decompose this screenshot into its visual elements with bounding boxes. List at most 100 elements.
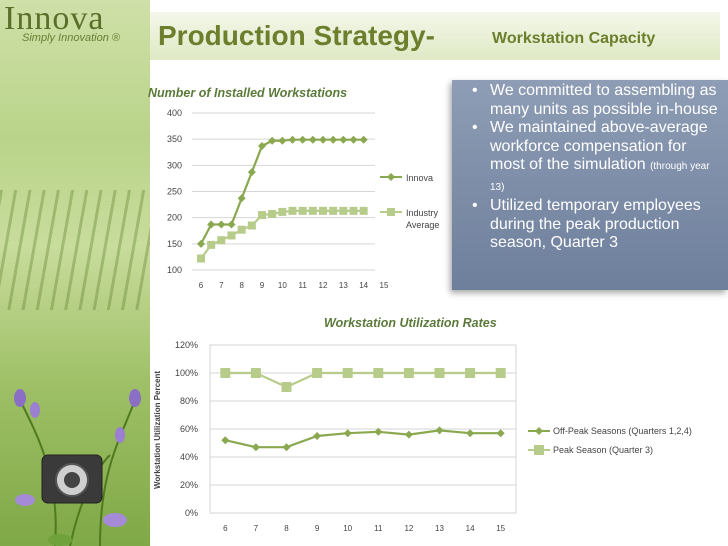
data-point bbox=[217, 236, 226, 245]
data-point bbox=[220, 368, 231, 378]
y-tick-label: 200 bbox=[167, 213, 182, 223]
data-point bbox=[227, 231, 236, 240]
data-point bbox=[404, 430, 413, 439]
x-tick-label: 9 bbox=[315, 524, 320, 533]
legend-marker bbox=[534, 445, 544, 455]
data-point bbox=[258, 211, 266, 220]
data-point bbox=[349, 206, 358, 215]
x-tick-label: 11 bbox=[374, 524, 383, 533]
bullet-text: We committed to assembling as many units… bbox=[490, 82, 718, 118]
page-title: Production Strategy- bbox=[158, 20, 435, 51]
y-tick-label: 150 bbox=[167, 239, 182, 249]
x-tick-label: 8 bbox=[284, 524, 289, 533]
bullet-item: We committed to assembling as many units… bbox=[472, 82, 720, 119]
legend-marker bbox=[387, 173, 395, 181]
x-tick-label: 12 bbox=[404, 524, 413, 533]
y-tick-label: 40% bbox=[180, 452, 198, 462]
data-point bbox=[313, 432, 322, 440]
data-point bbox=[281, 382, 292, 392]
y-tick-label: 400 bbox=[167, 108, 182, 118]
x-tick-label: 10 bbox=[278, 281, 287, 290]
legend-marker bbox=[387, 208, 395, 216]
data-point bbox=[237, 194, 246, 203]
data-point bbox=[217, 220, 226, 229]
data-point bbox=[308, 206, 317, 215]
data-point bbox=[349, 135, 358, 144]
x-tick-label: 7 bbox=[254, 524, 259, 533]
data-point bbox=[251, 443, 260, 452]
legend-label: Peak Season (Quarter 3) bbox=[553, 445, 653, 455]
bullet-text: Utilized temporary employees during the … bbox=[490, 197, 701, 251]
legend-label: Off-Peak Seasons (Quarters 1,2,4) bbox=[553, 426, 692, 436]
y-tick-label: 100% bbox=[175, 368, 198, 378]
innova-logo: Innova bbox=[4, 0, 105, 37]
data-point bbox=[496, 429, 505, 438]
x-tick-label: 10 bbox=[343, 524, 352, 533]
x-tick-label: 6 bbox=[223, 524, 228, 533]
data-point bbox=[298, 135, 307, 144]
decorative-side-panel: Innova Simply Innovation ® bbox=[0, 0, 150, 546]
y-tick-label: 100 bbox=[167, 265, 182, 275]
y-tick-label: 250 bbox=[167, 187, 182, 197]
y-tick-label: 120% bbox=[175, 340, 198, 350]
flowers-and-camera-illustration bbox=[14, 389, 141, 546]
data-point bbox=[319, 135, 327, 144]
data-point bbox=[237, 225, 246, 234]
x-tick-label: 9 bbox=[260, 281, 265, 290]
x-tick-label: 11 bbox=[299, 281, 308, 290]
data-point bbox=[197, 239, 205, 248]
data-point bbox=[359, 135, 368, 144]
y-tick-label: 20% bbox=[180, 480, 198, 490]
x-tick-label: 8 bbox=[239, 281, 244, 290]
data-point bbox=[207, 240, 216, 249]
title-bar bbox=[150, 12, 720, 60]
y-tick-label: 350 bbox=[167, 134, 182, 144]
chart1-title: Number of Installed Workstations bbox=[148, 86, 348, 100]
x-tick-label: 6 bbox=[199, 281, 204, 290]
data-point bbox=[339, 206, 348, 215]
strategy-bullets-panel: We committed to assembling as many units… bbox=[452, 80, 728, 290]
chart2-title: Workstation Utilization Rates bbox=[324, 316, 497, 330]
x-tick-label: 13 bbox=[435, 524, 444, 533]
data-point bbox=[227, 220, 236, 229]
data-point bbox=[250, 368, 261, 378]
data-point bbox=[339, 135, 348, 144]
data-point bbox=[329, 206, 338, 215]
data-point bbox=[435, 426, 444, 435]
data-point bbox=[319, 206, 327, 215]
data-point bbox=[308, 135, 317, 144]
data-point bbox=[197, 254, 205, 263]
data-point bbox=[221, 436, 230, 445]
series-line-1 bbox=[225, 371, 501, 389]
x-tick-label: 14 bbox=[466, 524, 475, 533]
data-point bbox=[288, 206, 297, 215]
data-point bbox=[373, 368, 384, 378]
data-point bbox=[359, 206, 368, 215]
x-tick-label: 13 bbox=[339, 281, 348, 290]
data-point bbox=[298, 206, 307, 215]
legend-label: Innova bbox=[406, 173, 433, 183]
data-point bbox=[329, 135, 338, 144]
data-point bbox=[343, 429, 352, 438]
data-point bbox=[465, 368, 476, 378]
bullet-note: (through year 13) bbox=[490, 161, 710, 193]
y-axis-label: Workstation Utilization Percent bbox=[153, 371, 162, 489]
data-point bbox=[466, 429, 475, 438]
y-tick-label: 80% bbox=[180, 396, 198, 406]
series-line-0 bbox=[225, 429, 501, 449]
y-tick-label: 300 bbox=[167, 160, 182, 170]
data-point bbox=[278, 136, 287, 145]
data-point bbox=[434, 368, 445, 378]
bullet-text: We maintained above-average workforce co… bbox=[490, 119, 708, 173]
data-point bbox=[403, 368, 414, 378]
legend-label: Industry bbox=[406, 208, 439, 218]
vineyard-background-image bbox=[0, 190, 150, 310]
data-point bbox=[282, 443, 291, 452]
x-tick-label: 15 bbox=[380, 281, 389, 290]
data-point bbox=[312, 368, 323, 378]
x-tick-label: 12 bbox=[319, 281, 328, 290]
data-point bbox=[268, 136, 277, 145]
data-point bbox=[268, 210, 277, 219]
